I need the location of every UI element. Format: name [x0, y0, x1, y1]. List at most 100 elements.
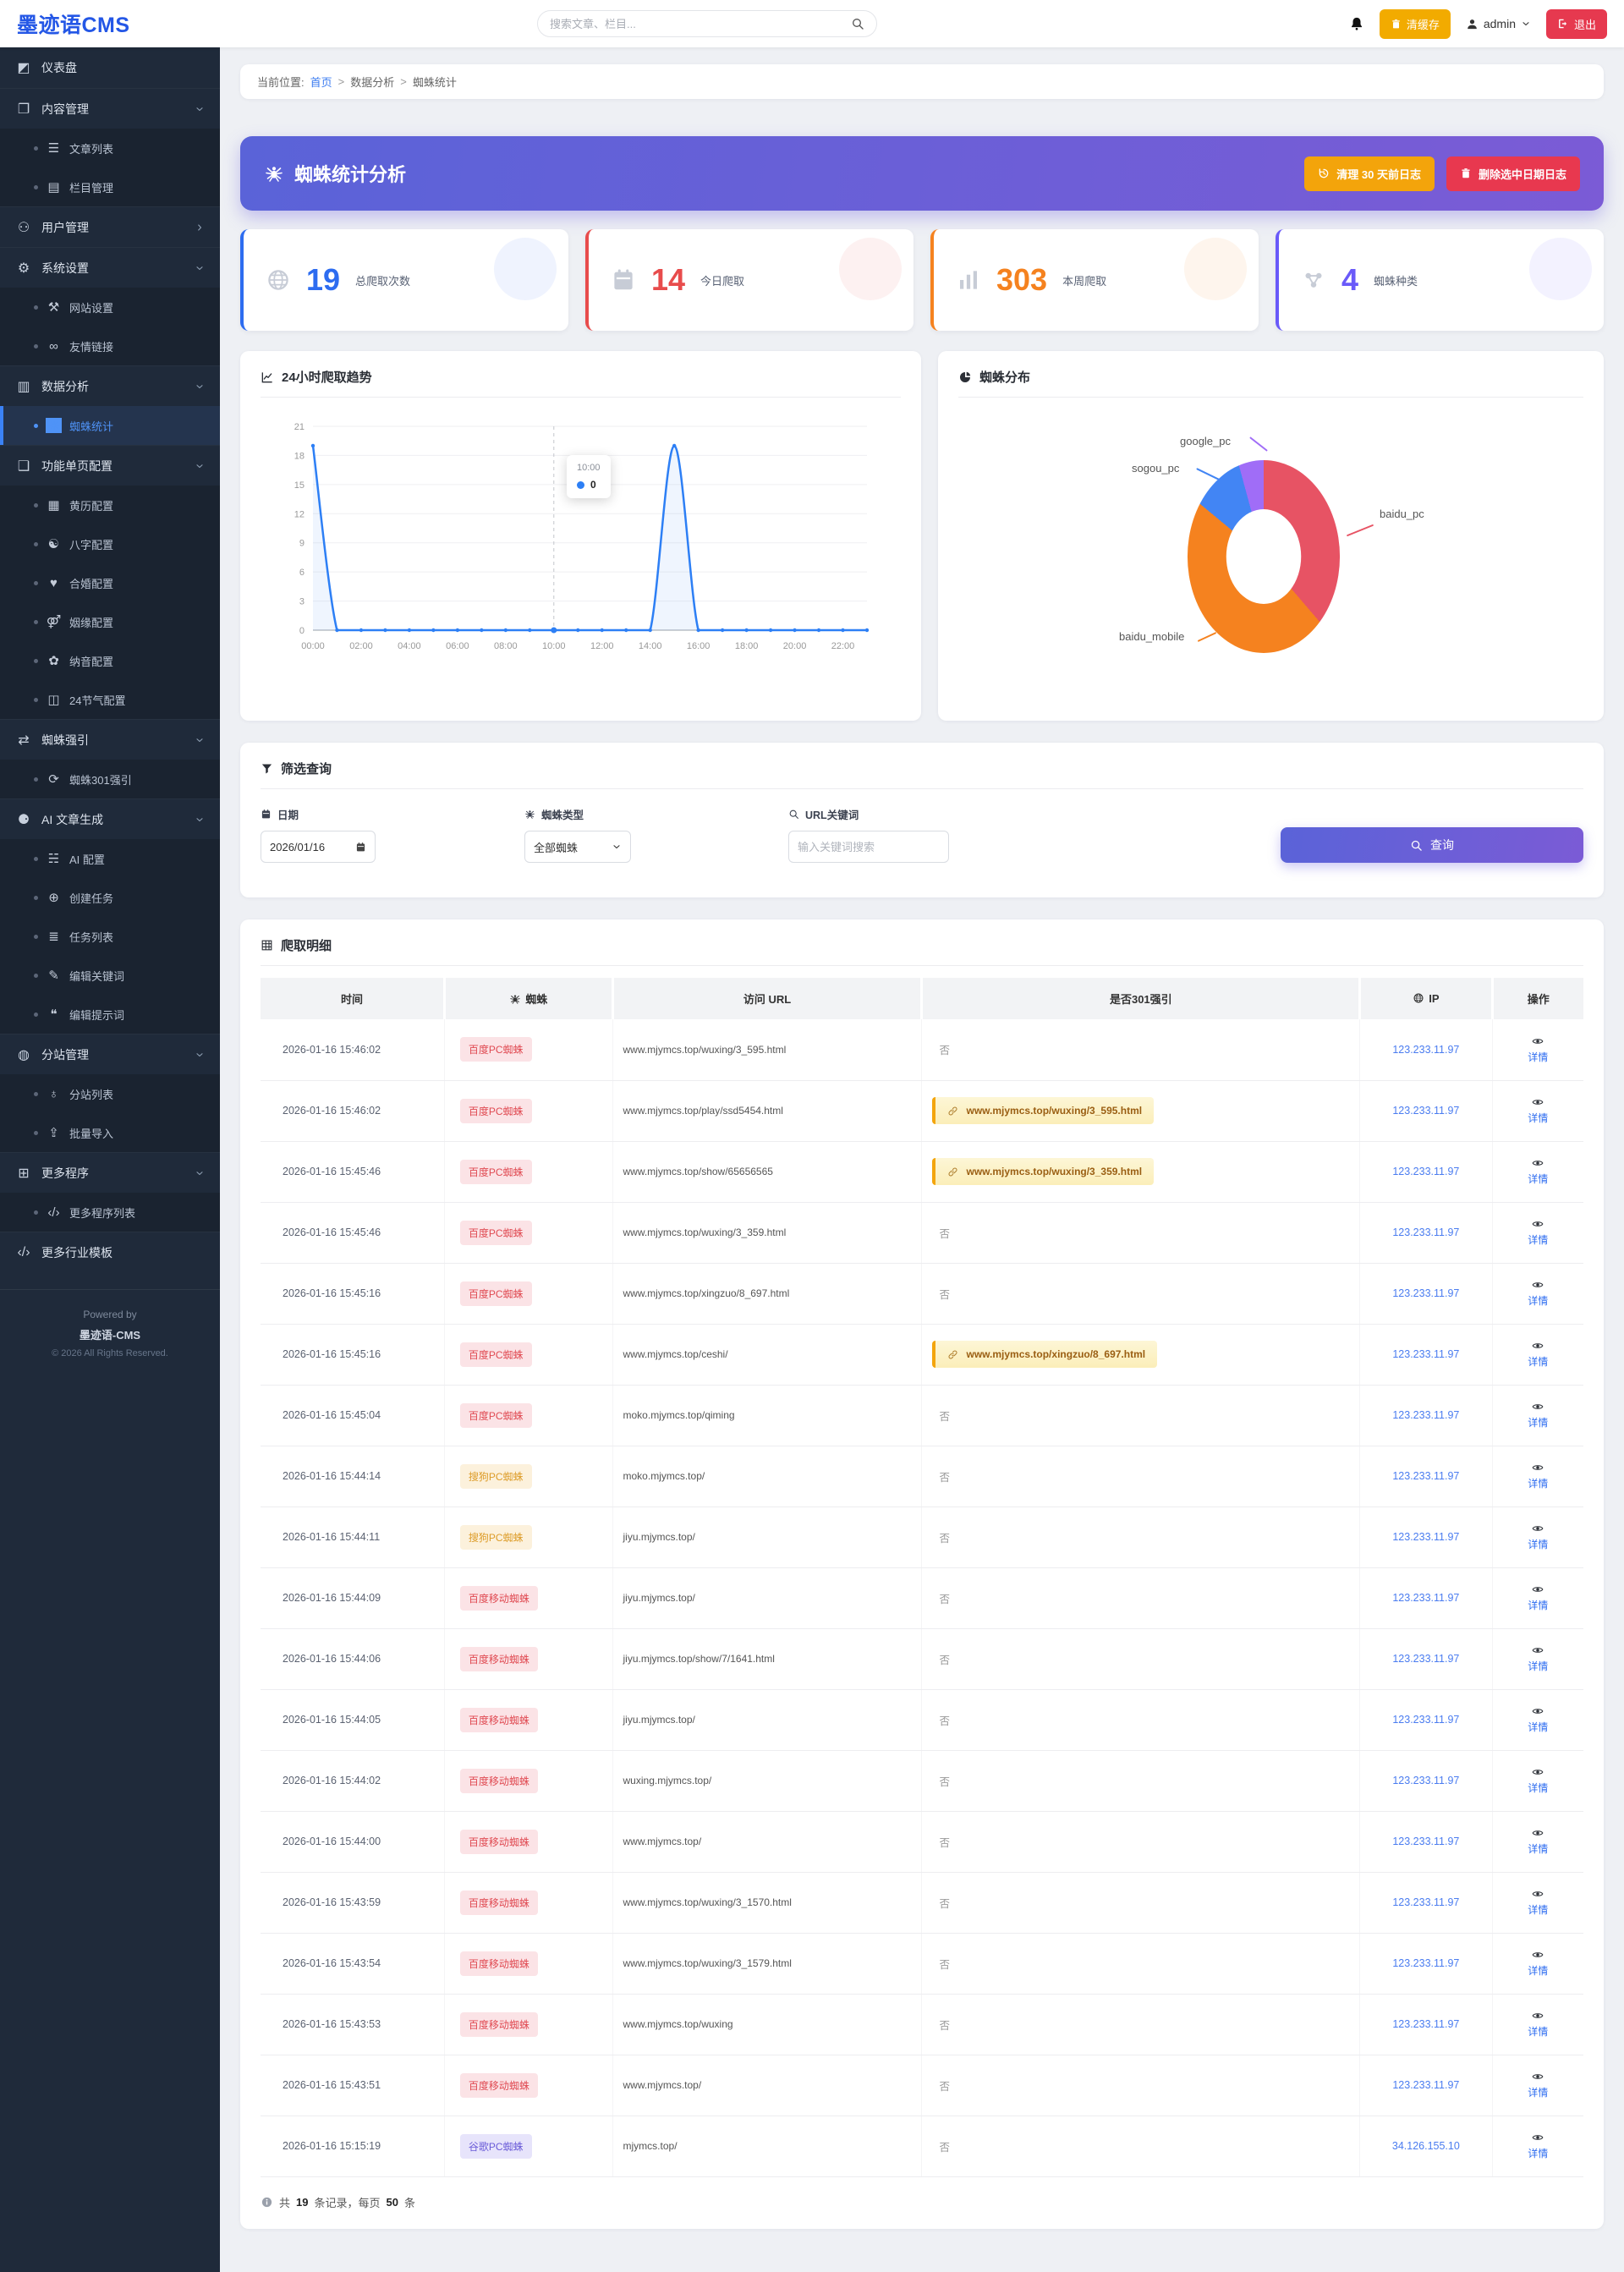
detail-button[interactable]: 详情: [1528, 1096, 1548, 1125]
ip-link[interactable]: 123.233.11.97: [1392, 2079, 1460, 2091]
spider-type-label-text: 蜘蛛类型: [541, 809, 584, 821]
crawl-time: 2026-01-16 15:44:06: [261, 1628, 445, 1690]
ip-link[interactable]: 123.233.11.97: [1392, 1166, 1460, 1177]
sidebar-item-yinyuan-config[interactable]: ⚤ 姻缘配置: [0, 602, 220, 641]
detail-label: 详情: [1528, 1539, 1549, 1550]
sidebar-item-friend-links[interactable]: ∞ 友情链接: [0, 327, 220, 365]
detail-button[interactable]: 详情: [1528, 1644, 1548, 1673]
sidebar-item-article-list[interactable]: ☰ 文章列表: [0, 129, 220, 167]
ip-link[interactable]: 123.233.11.97: [1392, 1105, 1460, 1117]
sidebar-item-analytics[interactable]: ▥ 数据分析: [0, 365, 220, 406]
logout-button[interactable]: 退出: [1545, 8, 1607, 39]
sidebar-item-site-settings[interactable]: ⚒ 网站设置: [0, 288, 220, 327]
clear-cache-button[interactable]: 清缓存: [1379, 8, 1451, 39]
sidebar-item-create-task[interactable]: ⊕ 创建任务: [0, 878, 220, 917]
clean-old-logs-button[interactable]: 清理 30 天前日志: [1304, 156, 1435, 191]
detail-button[interactable]: 详情: [1528, 1827, 1548, 1856]
action-cell: 详情: [1492, 1872, 1583, 1934]
crawl-time: 2026-01-16 15:15:19: [261, 2116, 445, 2177]
sidebar-item-batch-import[interactable]: ⇪ 批量导入: [0, 1113, 220, 1152]
sidebar-item-jieqi-config[interactable]: ◫ 24节气配置: [0, 680, 220, 719]
ip-link[interactable]: 123.233.11.97: [1392, 1043, 1460, 1056]
sidebar-item-more-templates[interactable]: ‹/› 更多行业模板: [0, 1232, 220, 1272]
sidebar-item-spider-stats[interactable]: ✳ 蜘蛛统计: [0, 406, 220, 445]
sidebar-item-subsite-list[interactable]: ♁ 分站列表: [0, 1074, 220, 1113]
sidebar-item-spider-pull[interactable]: ⇄ 蜘蛛强引: [0, 719, 220, 760]
ip-link[interactable]: 123.233.11.97: [1392, 1714, 1460, 1726]
detail-button[interactable]: 详情: [1528, 1583, 1548, 1612]
ip-link[interactable]: 123.233.11.97: [1392, 1470, 1460, 1482]
sidebar-item-bazi-config[interactable]: ☯ 八字配置: [0, 524, 220, 563]
sidebar-item-hehun-config[interactable]: ♥ 合婚配置: [0, 563, 220, 602]
sidebar-item-more-apps[interactable]: ⊞ 更多程序: [0, 1152, 220, 1193]
ip-link[interactable]: 123.233.11.97: [1392, 1531, 1460, 1543]
detail-button[interactable]: 详情: [1528, 1401, 1548, 1430]
ip-link[interactable]: 123.233.11.97: [1392, 2018, 1460, 2030]
ip-link[interactable]: 123.233.11.97: [1392, 1775, 1460, 1786]
sidebar-item-huangli-config[interactable]: ▦ 黄历配置: [0, 486, 220, 524]
detail-button[interactable]: 详情: [1528, 1462, 1548, 1490]
pages-icon: ❑: [17, 458, 30, 474]
sidebar-item-settings[interactable]: ⚙ 系统设置: [0, 247, 220, 288]
chevron-down-icon: [612, 842, 622, 852]
query-button[interactable]: 查询: [1281, 827, 1583, 863]
detail-button[interactable]: 详情: [1528, 1157, 1548, 1186]
calendar-picker-icon[interactable]: [355, 842, 366, 853]
ip-link[interactable]: 123.233.11.97: [1392, 1287, 1460, 1299]
breadcrumb-home-link[interactable]: 首页: [310, 76, 332, 89]
sidebar-item-task-list[interactable]: ≣ 任务列表: [0, 917, 220, 956]
delete-selected-logs-button[interactable]: 删除选中日期日志: [1446, 156, 1580, 191]
ip-link[interactable]: 123.233.11.97: [1392, 1836, 1460, 1847]
date-input[interactable]: 2026/01/16: [261, 831, 376, 863]
sidebar-item-edit-prompts[interactable]: ❝ 编辑提示词: [0, 995, 220, 1034]
detail-button[interactable]: 详情: [1528, 1523, 1548, 1551]
sidebar-item-category-manage[interactable]: ▤ 栏目管理: [0, 167, 220, 206]
spider-type-select[interactable]: 全部蜘蛛: [524, 831, 631, 863]
ip-link[interactable]: 123.233.11.97: [1392, 1653, 1460, 1665]
sidebar-item-users[interactable]: ⚇ 用户管理: [0, 206, 220, 247]
sidebar-item-single-pages[interactable]: ❑ 功能单页配置: [0, 445, 220, 486]
sidebar-item-nayin-config[interactable]: ✿ 纳音配置: [0, 641, 220, 680]
sidebar-item-dashboard[interactable]: ◩ 仪表盘: [0, 47, 220, 88]
sidebar-nav: ◩ 仪表盘 ❐ 内容管理 ☰ 文章列表 ▤ 栏目管理 ⚇ 用户管理 ⚙ 系统设置 ⚒ 网站设置 ∞ 友情链接 ▥…: [0, 47, 220, 1272]
search-input[interactable]: [550, 17, 851, 30]
global-search[interactable]: [537, 10, 877, 37]
detail-button[interactable]: 详情: [1528, 1949, 1548, 1978]
ip-link[interactable]: 123.233.11.97: [1392, 1592, 1460, 1604]
bell-icon[interactable]: [1349, 16, 1364, 31]
detail-button[interactable]: 详情: [1528, 1035, 1548, 1064]
detail-button[interactable]: 详情: [1528, 1340, 1548, 1369]
sidebar-item-subsites[interactable]: ◍ 分站管理: [0, 1034, 220, 1074]
chevron-down-icon: [1521, 19, 1531, 29]
info-icon: [261, 2196, 273, 2209]
ip-cell: 123.233.11.97: [1359, 1385, 1493, 1446]
sidebar-item-spider-301[interactable]: ⟳ 蜘蛛301强引: [0, 760, 220, 798]
table-row: 2026-01-16 15:44:09 百度移动蜘蛛 jiyu.mjymcs.top…: [261, 1567, 1583, 1629]
detail-button[interactable]: 详情: [1528, 1888, 1548, 1917]
ip-link[interactable]: 123.233.11.97: [1392, 1409, 1460, 1421]
detail-button[interactable]: 详情: [1528, 1218, 1548, 1247]
spider-cell: 百度移动蜘蛛: [444, 1811, 613, 1873]
ip-link[interactable]: 34.126.155.10: [1391, 2140, 1460, 2152]
sidebar-item-ai-config[interactable]: ☵ AI 配置: [0, 839, 220, 878]
spider-cell: 百度移动蜘蛛: [444, 2055, 613, 2116]
ip-link[interactable]: 123.233.11.97: [1392, 1227, 1460, 1238]
ip-link[interactable]: 123.233.11.97: [1392, 1896, 1460, 1908]
detail-button[interactable]: 详情: [1528, 1705, 1548, 1734]
detail-button[interactable]: 详情: [1528, 2132, 1548, 2160]
sidebar-item-edit-keywords[interactable]: ✎ 编辑关键词: [0, 956, 220, 995]
stat-value: 303: [996, 262, 1048, 297]
user-menu[interactable]: admin: [1466, 17, 1531, 30]
ip-link[interactable]: 123.233.11.97: [1392, 1957, 1460, 1969]
detail-button[interactable]: 详情: [1528, 1766, 1548, 1795]
sidebar-item-ai-article[interactable]: ⚈ AI 文章生成: [0, 798, 220, 839]
url-keyword-input[interactable]: [798, 840, 940, 853]
bullet-dot: [34, 856, 38, 861]
sidebar-item-content[interactable]: ❐ 内容管理: [0, 88, 220, 129]
sidebar-item-more-apps-list[interactable]: ‹/› 更多程序列表: [0, 1193, 220, 1232]
footer-brand: 墨迹语-CMS: [79, 1329, 141, 1342]
detail-button[interactable]: 详情: [1528, 1279, 1548, 1308]
ip-link[interactable]: 123.233.11.97: [1392, 1348, 1460, 1360]
detail-button[interactable]: 详情: [1528, 2010, 1548, 2039]
detail-button[interactable]: 详情: [1528, 2071, 1548, 2099]
